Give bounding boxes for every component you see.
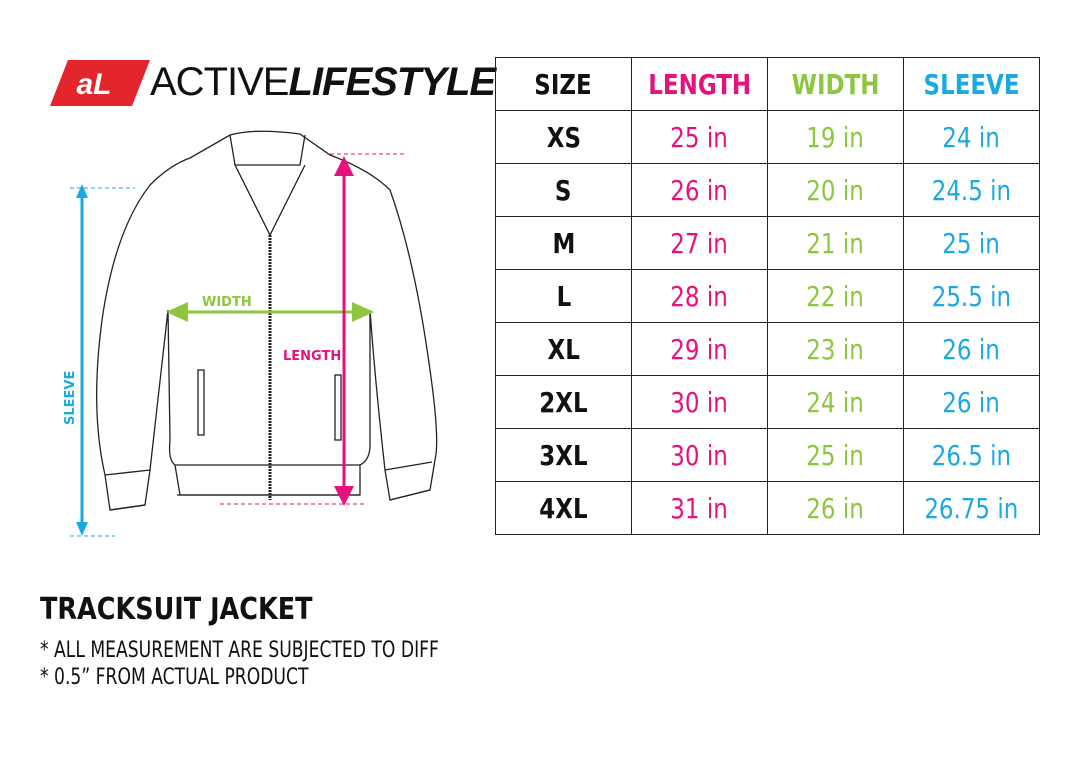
note-line-1: * ALL MEASUREMENT ARE SUBJECTED TO DIFF <box>40 638 439 663</box>
cell-length: 25 in <box>631 110 768 164</box>
cell-size: 4XL <box>495 481 632 535</box>
cell-width: 24 in <box>767 375 904 429</box>
table-row: M 27 in 21 in 25 in <box>495 216 1040 270</box>
cell-length: 30 in <box>631 428 768 482</box>
table-row: S 26 in 20 in 24.5 in <box>495 163 1040 217</box>
product-title: TRACKSUIT JACKET <box>40 592 313 627</box>
header-size: SIZE <box>495 57 632 111</box>
header-sleeve: SLEEVE <box>903 57 1040 111</box>
cell-length: 27 in <box>631 216 768 270</box>
cell-width: 25 in <box>767 428 904 482</box>
table-row: 2XL 30 in 24 in 26 in <box>495 375 1040 429</box>
cell-size: 2XL <box>495 375 632 429</box>
header-length: LENGTH <box>631 57 768 111</box>
brand-logo: aL ACTIVELIFESTYLE <box>50 58 496 106</box>
jacket-diagram: SLEEVE WIDTH LENGTH <box>63 130 438 537</box>
table-row: 3XL 30 in 25 in 26.5 in <box>495 428 1040 482</box>
cell-sleeve: 26.5 in <box>903 428 1040 482</box>
cell-width: 23 in <box>767 322 904 376</box>
cell-length: 29 in <box>631 322 768 376</box>
table-row: XS 25 in 19 in 24 in <box>495 110 1040 164</box>
cell-sleeve: 26.75 in <box>903 481 1040 535</box>
cell-width: 21 in <box>767 216 904 270</box>
table-row: L 28 in 22 in 25.5 in <box>495 269 1040 323</box>
size-table: SIZE LENGTH WIDTH SLEEVE XS 25 in 19 in 24 … <box>495 57 1040 535</box>
cell-sleeve: 25 in <box>903 216 1040 270</box>
table-row: XL 29 in 23 in 26 in <box>495 322 1040 376</box>
cell-size: M <box>495 216 632 270</box>
cell-width: 19 in <box>767 110 904 164</box>
cell-sleeve: 26 in <box>903 322 1040 376</box>
cell-size: 3XL <box>495 428 632 482</box>
cell-size: XS <box>495 110 632 164</box>
length-label: LENGTH <box>283 349 341 364</box>
table-row: 4XL 31 in 26 in 26.75 in <box>495 481 1040 535</box>
table-header-row: SIZE LENGTH WIDTH SLEEVE <box>495 57 1040 111</box>
cell-sleeve: 26 in <box>903 375 1040 429</box>
brand-name-light: ACTIVE <box>150 60 289 104</box>
cell-sleeve: 25.5 in <box>903 269 1040 323</box>
length-arrow: LENGTH <box>220 153 405 506</box>
cell-size: S <box>495 163 632 217</box>
cell-sleeve: 24 in <box>903 110 1040 164</box>
cell-size: XL <box>495 322 632 376</box>
note-line-2: * 0.5” FROM ACTUAL PRODUCT <box>40 665 309 690</box>
cell-width: 20 in <box>767 163 904 217</box>
sleeve-arrow: SLEEVE <box>63 184 135 537</box>
cell-length: 26 in <box>631 163 768 217</box>
cell-length: 30 in <box>631 375 768 429</box>
cell-length: 28 in <box>631 269 768 323</box>
cell-length: 31 in <box>631 481 768 535</box>
header-width: WIDTH <box>767 57 904 111</box>
width-label: WIDTH <box>202 295 252 310</box>
cell-sleeve: 24.5 in <box>903 163 1040 217</box>
brand-name-bold: LIFESTYLE <box>288 60 496 104</box>
cell-size: L <box>495 269 632 323</box>
cell-width: 22 in <box>767 269 904 323</box>
sleeve-label: SLEEVE <box>63 371 78 425</box>
svg-text:aL: aL <box>76 68 111 101</box>
brand-badge-icon: aL <box>50 60 150 106</box>
width-arrow: WIDTH <box>166 295 374 322</box>
cell-width: 26 in <box>767 481 904 535</box>
